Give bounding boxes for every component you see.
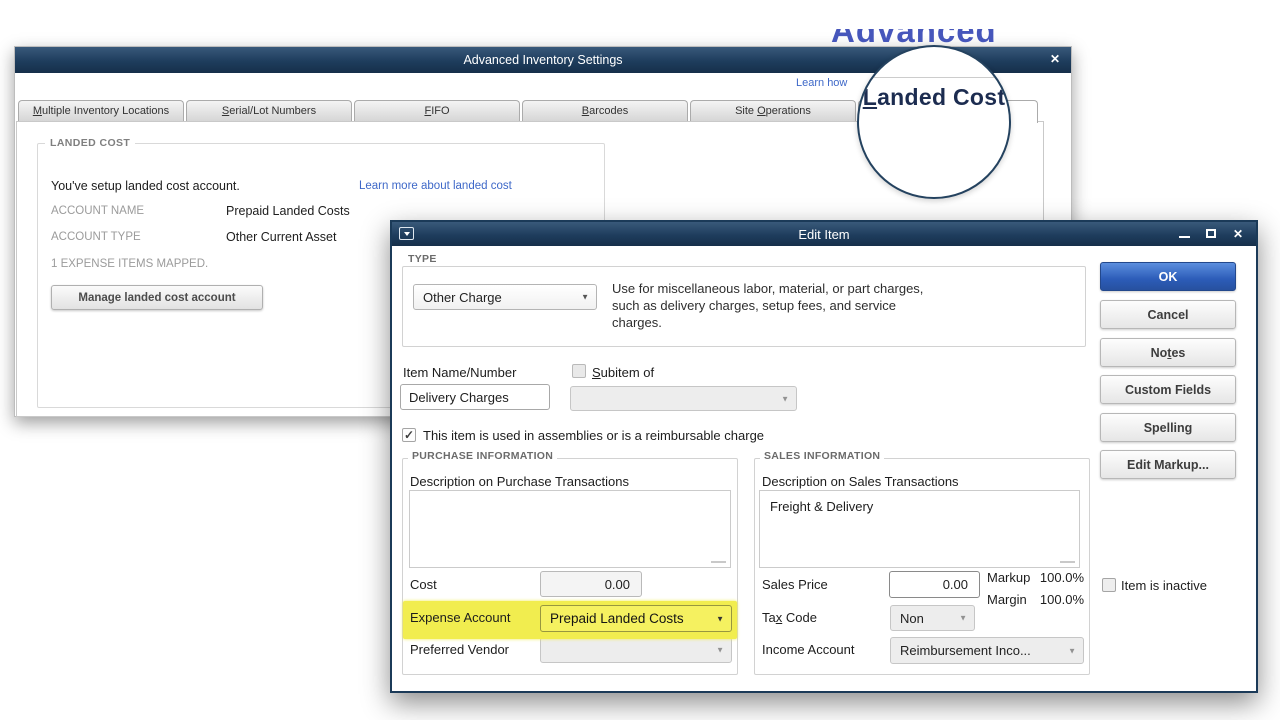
tab-site-operations[interactable]: Site Operations	[690, 100, 856, 121]
tab-label: Serial/Lot Numbers	[221, 105, 317, 117]
tab-label: Barcodes	[581, 105, 629, 117]
cost-label: Cost	[410, 577, 437, 592]
tax-code-label: Tax Code	[762, 610, 817, 625]
close-icon[interactable]: ✕	[1049, 52, 1060, 66]
sales-section-label: SALES INFORMATION	[760, 450, 885, 462]
window-menu-icon[interactable]	[399, 227, 414, 240]
tab-label: Site Operations	[735, 105, 811, 117]
minimize-icon[interactable]	[1179, 236, 1190, 238]
notes-button[interactable]: Notes	[1100, 338, 1236, 367]
clipped-advanced-text: Advanced	[831, 29, 997, 49]
tab-barcodes[interactable]: Barcodes	[522, 100, 688, 121]
magnified-landed-cost-text: Landed Cost	[862, 84, 1006, 110]
item-inactive-label: Item is inactive	[1121, 578, 1207, 593]
account-name-label: ACCOUNT NAME	[51, 205, 145, 217]
chevron-down-icon: ▼	[1068, 646, 1076, 655]
sales-price-input[interactable]: 0.00	[889, 571, 980, 598]
subitem-dropdown[interactable]: ▼	[570, 386, 797, 411]
custom-fields-button[interactable]: Custom Fields	[1100, 375, 1236, 404]
chevron-down-icon: ▼	[781, 394, 789, 403]
preferred-vendor-label: Preferred Vendor	[410, 642, 510, 657]
landed-cost-status-text: You've setup landed cost account.	[51, 179, 240, 193]
item-name-input[interactable]: Delivery Charges	[400, 384, 550, 410]
income-account-value: Reimbursement Inco...	[900, 643, 1031, 658]
edit-markup-button[interactable]: Edit Markup...	[1100, 450, 1236, 479]
cancel-button[interactable]: Cancel	[1100, 300, 1236, 329]
cost-input[interactable]: 0.00	[540, 571, 642, 597]
sales-description-label: Description on Sales Transactions	[762, 474, 959, 489]
clipped-advanced-text-wrap: Advanced	[827, 29, 1039, 56]
expense-account-dropdown[interactable]: Prepaid Landed Costs ▼	[540, 605, 732, 632]
account-type-label: ACCOUNT TYPE	[51, 231, 141, 243]
subitem-checkbox[interactable]	[572, 364, 586, 378]
magnifier-circle: Landed Cost	[857, 45, 1011, 199]
magnified-tab-edge-line	[867, 77, 1001, 78]
inventory-window-title: Advanced Inventory Settings	[463, 53, 623, 67]
income-account-label: Income Account	[762, 642, 855, 657]
item-inactive-checkbox[interactable]	[1102, 578, 1116, 592]
chevron-down-icon: ▼	[716, 614, 724, 623]
assembly-checkbox-label: This item is used in assemblies or is a …	[423, 428, 765, 443]
textarea-resize-handle[interactable]	[1060, 561, 1075, 563]
type-section-label: TYPE	[404, 253, 441, 265]
close-icon[interactable]: ✕	[1232, 227, 1243, 241]
ok-button[interactable]: OK	[1100, 262, 1236, 291]
chevron-down-icon: ▼	[716, 645, 724, 655]
tab-label: Multiple Inventory Locations	[32, 105, 170, 117]
purchase-description-textarea[interactable]	[409, 490, 731, 568]
edit-item-titlebar[interactable]: Edit Item ✕	[392, 222, 1256, 246]
edit-item-window: Edit Item ✕ TYPE Other Charge ▼ Use for …	[390, 220, 1258, 693]
margin-label: Margin	[987, 592, 1027, 607]
chevron-down-icon: ▼	[581, 292, 589, 302]
markup-label: Markup	[987, 570, 1031, 585]
learn-how-link[interactable]: Learn how	[796, 77, 848, 89]
textarea-resize-handle[interactable]	[711, 561, 726, 563]
tab-label: FIFO	[424, 105, 450, 117]
expense-account-value: Prepaid Landed Costs	[550, 611, 684, 626]
landed-cost-group-label: LANDED COST	[45, 137, 136, 149]
expense-items-mapped-text: 1 EXPENSE ITEMS MAPPED.	[51, 258, 209, 270]
tab-multiple-inventory-locations[interactable]: Multiple Inventory Locations	[18, 100, 184, 121]
expense-account-label: Expense Account	[410, 610, 511, 625]
type-description-text: Use for miscellaneous labor, material, o…	[612, 281, 924, 331]
income-account-dropdown[interactable]: Reimbursement Inco... ▼	[890, 637, 1084, 664]
spelling-button[interactable]: Spelling	[1100, 413, 1236, 442]
learn-more-landed-cost-link[interactable]: Learn more about landed cost	[359, 180, 512, 192]
edit-item-title: Edit Item	[798, 226, 850, 242]
preferred-vendor-dropdown[interactable]: ▼	[540, 637, 732, 663]
subitem-label: Subitem of	[592, 365, 655, 380]
purchase-section-label: PURCHASE INFORMATION	[408, 450, 558, 462]
sales-price-label: Sales Price	[762, 577, 828, 592]
maximize-icon[interactable]	[1206, 229, 1216, 238]
item-type-value: Other Charge	[423, 289, 502, 305]
item-name-label: Item Name/Number	[403, 365, 517, 380]
markup-value: 100.0%	[1039, 570, 1084, 585]
account-name-value: Prepaid Landed Costs	[226, 204, 350, 218]
tax-code-value: Non	[900, 610, 924, 626]
chevron-down-icon: ▼	[959, 613, 967, 623]
tab-serial-lot-numbers[interactable]: Serial/Lot Numbers	[186, 100, 352, 121]
purchase-description-label: Description on Purchase Transactions	[410, 474, 629, 489]
manage-landed-cost-account-button[interactable]: Manage landed cost account	[51, 285, 263, 310]
tab-fifo[interactable]: FIFO	[354, 100, 520, 121]
sales-description-textarea[interactable]: Freight & Delivery	[759, 490, 1080, 568]
item-type-dropdown[interactable]: Other Charge ▼	[413, 284, 597, 310]
tax-code-dropdown[interactable]: Non ▼	[890, 605, 975, 631]
margin-value: 100.0%	[1039, 592, 1084, 607]
assembly-checkbox[interactable]: ✓	[402, 428, 416, 442]
account-type-value: Other Current Asset	[226, 230, 337, 244]
